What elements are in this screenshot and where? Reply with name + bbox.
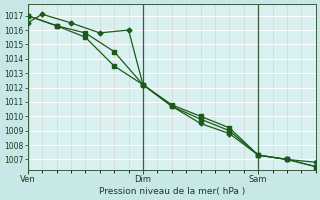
X-axis label: Pression niveau de la mer( hPa ): Pression niveau de la mer( hPa ) <box>99 187 245 196</box>
